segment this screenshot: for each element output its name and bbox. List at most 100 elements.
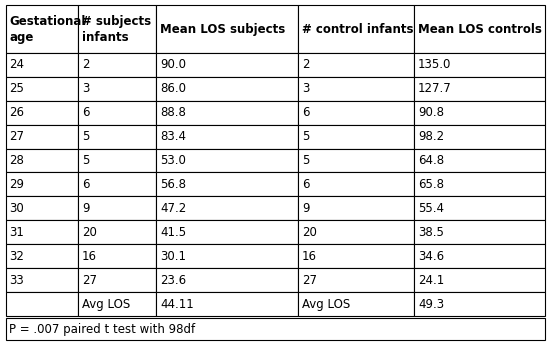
Bar — [298, 77, 414, 101]
Text: 56.8: 56.8 — [160, 178, 186, 191]
Bar — [156, 196, 298, 220]
Text: 20: 20 — [302, 226, 317, 239]
Text: 41.5: 41.5 — [160, 226, 186, 239]
Bar — [156, 244, 298, 268]
Bar — [6, 318, 544, 340]
Text: 5: 5 — [302, 154, 310, 167]
Bar — [78, 220, 156, 244]
Text: 83.4: 83.4 — [160, 130, 186, 143]
Text: 64.8: 64.8 — [418, 154, 444, 167]
Text: Avg LOS: Avg LOS — [302, 298, 350, 310]
Text: 27: 27 — [82, 274, 97, 287]
Bar — [6, 244, 78, 268]
Text: 24: 24 — [9, 58, 24, 71]
Bar — [6, 172, 78, 196]
Text: 98.2: 98.2 — [418, 130, 444, 143]
Text: 27: 27 — [302, 274, 317, 287]
Bar — [6, 101, 78, 125]
Text: 5: 5 — [82, 130, 89, 143]
Text: 47.2: 47.2 — [160, 202, 186, 215]
Bar — [414, 149, 544, 172]
Bar — [414, 268, 544, 292]
Bar — [78, 292, 156, 316]
Text: 3: 3 — [82, 82, 89, 95]
Bar — [156, 5, 298, 53]
Text: 55.4: 55.4 — [418, 202, 444, 215]
Bar — [6, 149, 78, 172]
Bar — [156, 292, 298, 316]
Text: 6: 6 — [302, 178, 310, 191]
Text: 90.0: 90.0 — [160, 58, 186, 71]
Bar — [6, 77, 78, 101]
Bar — [78, 77, 156, 101]
Text: 44.11: 44.11 — [160, 298, 194, 310]
Text: 90.8: 90.8 — [418, 106, 444, 119]
Text: 27: 27 — [9, 130, 24, 143]
Text: 25: 25 — [9, 82, 24, 95]
Bar — [78, 244, 156, 268]
Text: 9: 9 — [82, 202, 89, 215]
Text: 127.7: 127.7 — [418, 82, 452, 95]
Text: 23.6: 23.6 — [160, 274, 186, 287]
Bar — [156, 101, 298, 125]
Bar — [414, 101, 544, 125]
Bar — [6, 292, 78, 316]
Text: 33: 33 — [9, 274, 24, 287]
Text: 49.3: 49.3 — [418, 298, 444, 310]
Bar — [156, 53, 298, 77]
Bar — [414, 220, 544, 244]
Text: 2: 2 — [302, 58, 310, 71]
Bar — [78, 196, 156, 220]
Text: 29: 29 — [9, 178, 24, 191]
Text: 2: 2 — [82, 58, 89, 71]
Text: 5: 5 — [302, 130, 310, 143]
Bar — [78, 268, 156, 292]
Bar — [6, 125, 78, 149]
Text: Mean LOS controls: Mean LOS controls — [418, 23, 542, 36]
Text: 26: 26 — [9, 106, 24, 119]
Text: # control infants: # control infants — [302, 23, 414, 36]
Text: 38.5: 38.5 — [418, 226, 444, 239]
Bar — [6, 53, 78, 77]
Bar — [78, 5, 156, 53]
Bar — [298, 244, 414, 268]
Bar — [156, 77, 298, 101]
Bar — [78, 172, 156, 196]
Text: 32: 32 — [9, 250, 24, 263]
Text: 30.1: 30.1 — [160, 250, 186, 263]
Bar — [298, 196, 414, 220]
Text: 5: 5 — [82, 154, 89, 167]
Text: 86.0: 86.0 — [160, 82, 186, 95]
Text: 31: 31 — [9, 226, 24, 239]
Bar — [298, 172, 414, 196]
Text: 28: 28 — [9, 154, 24, 167]
Bar — [298, 220, 414, 244]
Text: 135.0: 135.0 — [418, 58, 452, 71]
Text: Mean LOS subjects: Mean LOS subjects — [160, 23, 285, 36]
Bar — [298, 292, 414, 316]
Bar — [156, 268, 298, 292]
Text: 3: 3 — [302, 82, 310, 95]
Text: 16: 16 — [82, 250, 97, 263]
Text: 6: 6 — [82, 106, 89, 119]
Text: 88.8: 88.8 — [160, 106, 186, 119]
Bar — [414, 196, 544, 220]
Bar — [156, 220, 298, 244]
Text: P = .007 paired t test with 98df: P = .007 paired t test with 98df — [9, 323, 195, 335]
Bar — [298, 268, 414, 292]
Text: # subjects
infants: # subjects infants — [82, 14, 151, 44]
Bar — [414, 77, 544, 101]
Bar — [156, 125, 298, 149]
Bar — [78, 125, 156, 149]
Text: 65.8: 65.8 — [418, 178, 444, 191]
Bar — [156, 149, 298, 172]
Bar — [298, 53, 414, 77]
Bar — [414, 172, 544, 196]
Bar — [414, 125, 544, 149]
Bar — [298, 125, 414, 149]
Text: Gestational
age: Gestational age — [9, 14, 86, 44]
Text: 20: 20 — [82, 226, 97, 239]
Bar — [6, 196, 78, 220]
Bar — [78, 149, 156, 172]
Text: 53.0: 53.0 — [160, 154, 186, 167]
